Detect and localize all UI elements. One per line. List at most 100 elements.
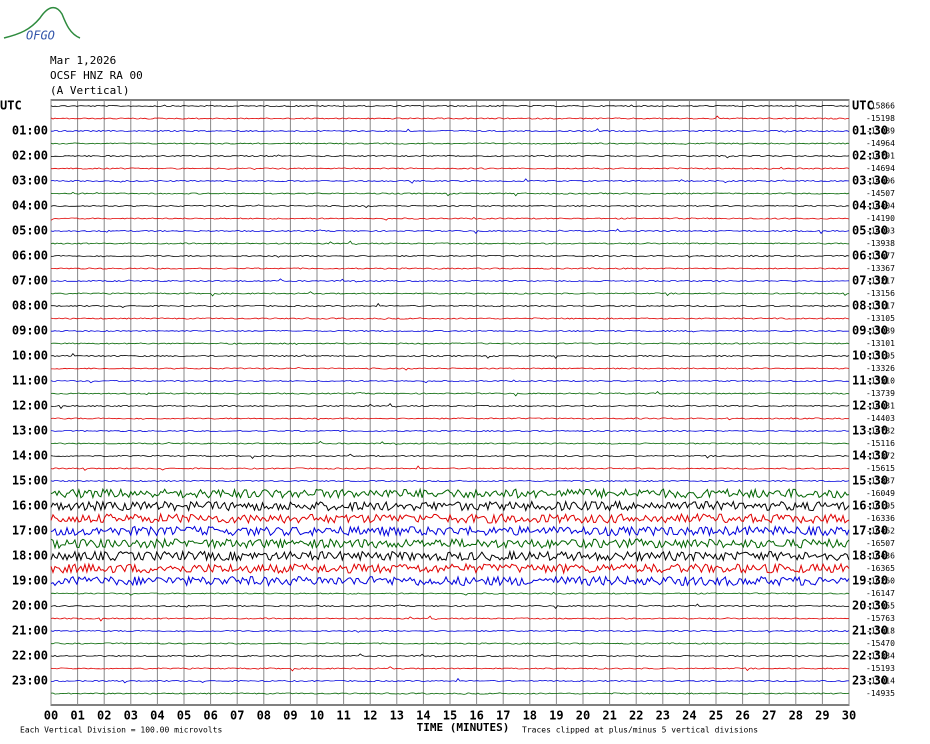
station: OCSF HNZ RA 00 bbox=[50, 69, 143, 82]
trace bbox=[50, 178, 850, 184]
trace bbox=[50, 302, 850, 308]
row-offset: -14606 bbox=[866, 177, 895, 186]
trace bbox=[50, 104, 850, 108]
right-time-label: 19:30 bbox=[852, 574, 888, 588]
logo-curve bbox=[3, 6, 81, 39]
row-offset: -16436 bbox=[866, 552, 895, 561]
right-time-label: 22:30 bbox=[852, 649, 888, 663]
x-tick-label: 05 bbox=[177, 709, 191, 723]
row-offset: -13195 bbox=[866, 352, 895, 361]
left-time-label: 20:00 bbox=[12, 599, 48, 613]
left-time-label: 10:00 bbox=[12, 349, 48, 363]
x-tick-label: 17 bbox=[496, 709, 510, 723]
trace bbox=[50, 603, 850, 610]
trace bbox=[50, 575, 850, 588]
trace bbox=[50, 391, 850, 397]
x-tick-label: 08 bbox=[257, 709, 271, 723]
x-tick-label: 07 bbox=[230, 709, 244, 723]
left-time-label: 11:00 bbox=[12, 374, 48, 388]
trace bbox=[51, 366, 850, 371]
right-time-label: 04:30 bbox=[852, 199, 888, 213]
x-tick-label: 15 bbox=[443, 709, 457, 723]
row-offset: -14190 bbox=[866, 214, 895, 223]
row-offset: -13117 bbox=[866, 302, 895, 311]
row-offset: -16049 bbox=[866, 489, 895, 498]
row-offset: -13510 bbox=[866, 377, 895, 386]
row-offset: -14964 bbox=[866, 139, 895, 148]
right-time-label: 21:30 bbox=[852, 624, 888, 638]
trace bbox=[50, 524, 850, 538]
trace bbox=[50, 342, 850, 345]
x-tick-label: 06 bbox=[203, 709, 217, 723]
left-time-label: 18:00 bbox=[12, 549, 48, 563]
left-time-label: 23:00 bbox=[12, 674, 48, 688]
right-time-label: 12:30 bbox=[852, 399, 888, 413]
trace bbox=[50, 254, 850, 258]
x-tick-label: 11 bbox=[336, 709, 350, 723]
trace bbox=[50, 267, 850, 270]
trace bbox=[50, 615, 850, 622]
row-offset: -13326 bbox=[866, 364, 895, 373]
trace bbox=[50, 240, 850, 246]
right-time-label: 07:30 bbox=[852, 274, 888, 288]
row-offset: -16462 bbox=[866, 527, 895, 536]
trace bbox=[50, 142, 850, 145]
row-offset: -15089 bbox=[866, 127, 895, 136]
row-offset: -15372 bbox=[866, 452, 895, 461]
x-tick-label: 24 bbox=[682, 709, 696, 723]
row-offset: -16365 bbox=[866, 564, 895, 573]
trace bbox=[50, 629, 850, 633]
x-tick-label: 02 bbox=[97, 709, 111, 723]
row-offset: -13739 bbox=[866, 389, 895, 398]
trace bbox=[50, 204, 850, 209]
trace bbox=[50, 465, 850, 471]
left-time-label: 09:00 bbox=[12, 324, 48, 338]
left-time-label: 13:00 bbox=[12, 424, 48, 438]
left-time-label: 05:00 bbox=[12, 224, 48, 238]
row-offset: -13101 bbox=[866, 339, 895, 348]
trace bbox=[50, 499, 850, 513]
row-offset: -15763 bbox=[866, 614, 895, 623]
component: (A Vertical) bbox=[50, 84, 129, 97]
trace bbox=[50, 115, 849, 120]
row-offset: -14404 bbox=[866, 202, 895, 211]
x-tick-label: 28 bbox=[789, 709, 803, 723]
left-time-label: 12:00 bbox=[12, 399, 48, 413]
right-time-label: 08:30 bbox=[852, 299, 888, 313]
right-time-label: 13:30 bbox=[852, 424, 888, 438]
left-time-label: 15:00 bbox=[12, 474, 48, 488]
right-time-label: 10:30 bbox=[852, 349, 888, 363]
row-offset: -14782 bbox=[866, 427, 895, 436]
x-tick-label: 25 bbox=[709, 709, 723, 723]
right-time-label: 23:30 bbox=[852, 674, 888, 688]
trace bbox=[50, 379, 850, 384]
x-tick-label: 00 bbox=[44, 709, 58, 723]
row-offset: -13217 bbox=[866, 277, 895, 286]
trace bbox=[51, 440, 850, 445]
trace bbox=[50, 453, 850, 460]
row-offset: -15014 bbox=[866, 677, 895, 686]
trace bbox=[51, 642, 850, 645]
trace bbox=[51, 329, 850, 333]
row-offset: -15837 bbox=[866, 477, 895, 486]
right-time-label: 03:30 bbox=[852, 174, 888, 188]
x-tick-label: 01 bbox=[70, 709, 84, 723]
logo: OFGO bbox=[26, 29, 55, 43]
row-offset: -13367 bbox=[866, 264, 895, 273]
trace bbox=[50, 278, 850, 283]
trace bbox=[50, 591, 850, 596]
left-time-label: 03:00 bbox=[12, 174, 48, 188]
x-tick-label: 22 bbox=[629, 709, 643, 723]
date: Mar 1,2026 bbox=[50, 54, 116, 67]
right-time-label: 14:30 bbox=[852, 449, 888, 463]
left-time-label: 06:00 bbox=[12, 249, 48, 263]
row-offset: -14507 bbox=[866, 189, 895, 198]
row-offset: -13156 bbox=[866, 289, 895, 298]
trace bbox=[50, 692, 850, 695]
x-tick-label: 14 bbox=[416, 709, 430, 723]
left-time-label: 02:00 bbox=[12, 149, 48, 163]
row-offset: -16147 bbox=[866, 589, 895, 598]
row-offset: -15116 bbox=[866, 439, 895, 448]
row-offset: -15955 bbox=[866, 602, 895, 611]
